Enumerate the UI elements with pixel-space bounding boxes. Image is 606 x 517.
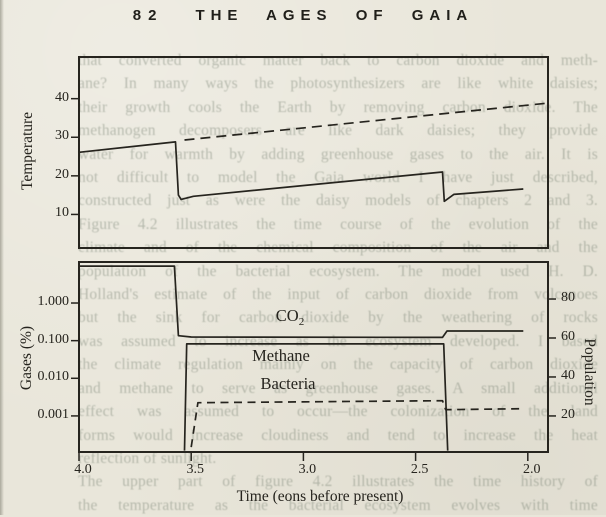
bleed-text-line: not difficult to model the Gaia world I … <box>78 169 598 187</box>
bleed-text-line: effect was assumed to occur—the coloniza… <box>78 403 598 421</box>
top-y-axis-label: Temperature <box>19 111 36 191</box>
bleed-text-line: The upper part of figure 4.2 illustrates… <box>78 473 598 491</box>
co2-series-label: CO2 <box>276 306 304 328</box>
bleed-text-line: their growth cools the Earth by removing… <box>78 98 598 116</box>
series-temperature-abiological-trend <box>184 102 546 141</box>
x-axis-label: Time (eons before present) <box>236 488 404 505</box>
page-header: 82 THE AGES OF GAIA <box>0 7 606 24</box>
page-number: 82 <box>132 7 164 24</box>
series-co2 <box>79 265 524 339</box>
methane-series-label: Methane <box>252 346 310 365</box>
bleed-text-line: Figure 4.2 illustrates the time course o… <box>78 215 598 233</box>
x-tick-label-3.5: 3.5 <box>186 462 204 477</box>
co2-label-subscript: 2 <box>298 316 305 329</box>
series-methane <box>183 343 449 451</box>
bottom-panel-frame <box>78 261 549 453</box>
x-tick-label-2.0: 2.0 <box>523 462 541 477</box>
bleed-text-line: methanogen decomposers are like dark dai… <box>78 122 598 140</box>
top-ytick-label-30: 30 <box>55 128 69 144</box>
gas-ytick-label-0.100: 0.100 <box>37 331 70 347</box>
bottom-y-axis-label-right: Population <box>581 338 598 406</box>
series-bacteria-population <box>190 399 524 448</box>
population-ytick-label-80: 80 <box>561 290 575 306</box>
gas-ytick-label-1.000: 1.000 <box>37 294 70 310</box>
gas-ytick-label-0.010: 0.010 <box>37 369 70 385</box>
x-tick-label-3.0: 3.0 <box>298 462 317 477</box>
bleed-text-line: forms would increase cloudiness and tend… <box>78 426 598 444</box>
population-ytick-label-20: 20 <box>561 406 575 422</box>
top-ytick-label-40: 40 <box>55 89 69 105</box>
running-title: THE AGES OF GAIA <box>195 7 474 24</box>
series-temperature-with-life <box>78 141 524 203</box>
bleed-text-line: ane? In many ways the photosynthesizers … <box>78 75 598 93</box>
x-tick-label-2.5: 2.5 <box>410 462 429 477</box>
population-ytick-label-40: 40 <box>561 367 575 383</box>
bleed-text-line: population of the bacterial ecosystem. T… <box>78 262 598 280</box>
bleed-text-line: but the sink for carbon dioxide by the w… <box>78 309 598 327</box>
bleed-text-line: the climate regulation mainly on the cap… <box>78 356 598 374</box>
co2-label-text: CO <box>275 305 299 325</box>
top-panel-frame <box>78 56 549 249</box>
top-ytick-label-20: 20 <box>55 166 69 182</box>
bleed-text-line: and methane to serve as greenhouse gases… <box>78 379 598 397</box>
population-ytick-label-60: 60 <box>561 329 575 344</box>
page-edge-shadow <box>0 0 4 515</box>
bleed-through-text: that converted organic matter back to ca… <box>78 49 598 517</box>
gas-ytick-label-0.001: 0.001 <box>37 406 70 422</box>
bleed-text-line: reflection of sunlight. <box>78 449 217 467</box>
bleed-text-line: the temperature as the bacterial ecosyst… <box>78 496 598 514</box>
top-ytick-label-10: 10 <box>55 205 69 221</box>
x-tick-label-4.0: 4.0 <box>74 462 92 477</box>
bleed-text-line: water for warmth by adding greenhouse ga… <box>78 145 598 163</box>
bacteria-series-label: Bacteria <box>260 374 316 393</box>
bleed-text-line: Holland's estimate of the input of carbo… <box>78 286 598 304</box>
bottom-y-axis-label-left: Gases (%) <box>18 325 35 391</box>
bleed-text-line: constructed just as were the daisy model… <box>78 192 598 210</box>
